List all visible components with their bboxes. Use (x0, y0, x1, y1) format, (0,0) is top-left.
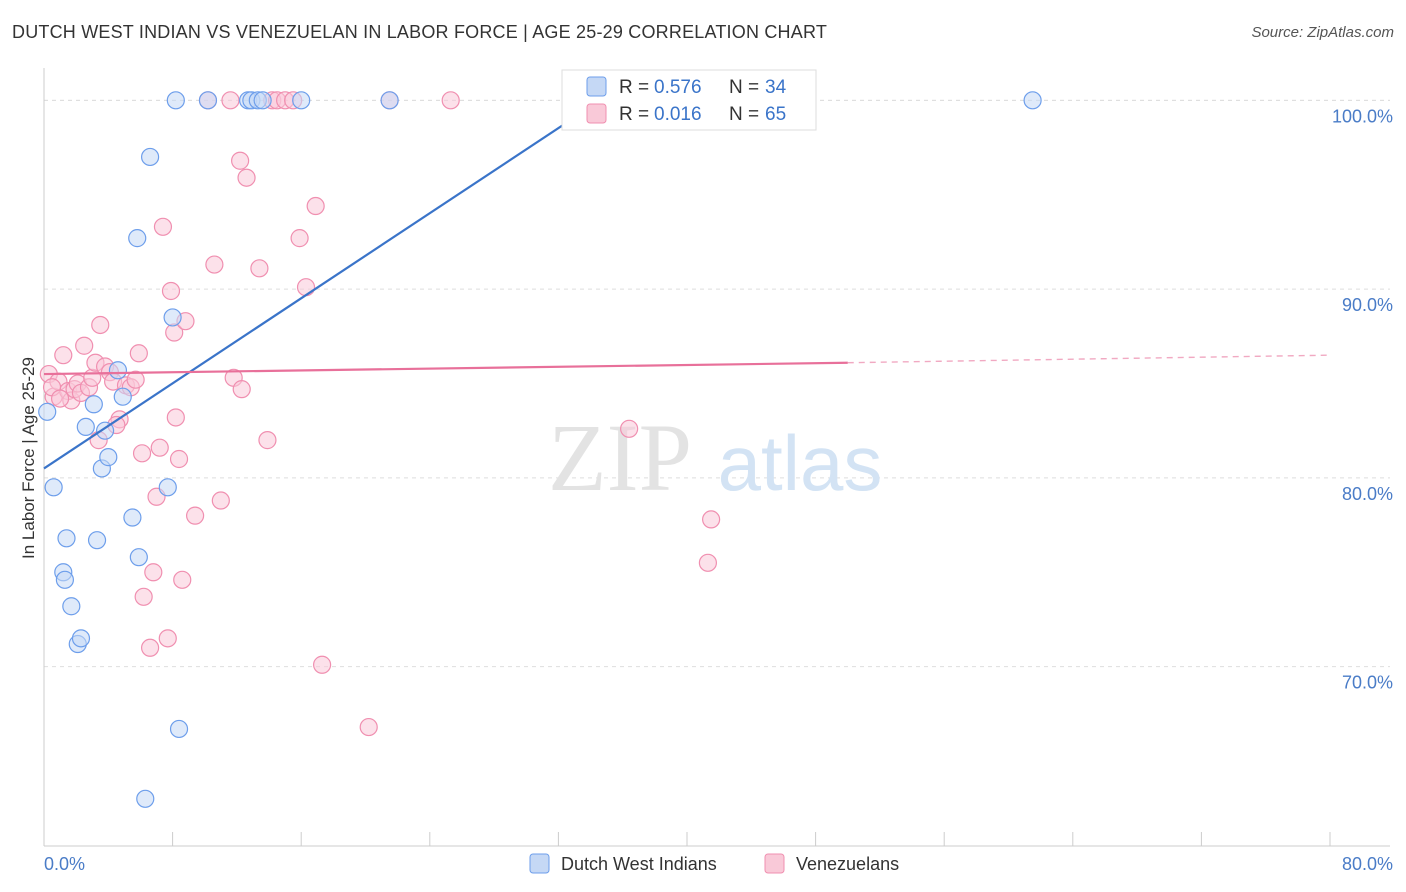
legend-bottom-label-dutch: Dutch West Indians (561, 854, 717, 874)
point-venezuelan (150, 438, 169, 457)
point-venezuelan (702, 510, 721, 529)
point-venezuelan (211, 491, 230, 510)
point-dutch-west-indian (57, 529, 76, 548)
point-venezuelan (186, 506, 205, 525)
point-venezuelan (290, 229, 309, 248)
point-venezuelan (296, 278, 316, 297)
point-dutch-west-indian (87, 531, 107, 550)
legend-r-label-1: R = (619, 77, 649, 98)
point-dutch-west-indian (380, 91, 399, 110)
point-dutch-west-indian (128, 229, 147, 248)
point-dutch-west-indian (108, 361, 128, 380)
legend-swatch-dutch (586, 76, 607, 97)
point-dutch-west-indian (113, 387, 132, 406)
point-venezuelan (221, 91, 240, 110)
legend-swatch-venezuelans (586, 103, 607, 124)
trend-lines (43, 89, 1331, 470)
point-venezuelan (250, 259, 269, 278)
point-venezuelan (232, 380, 251, 399)
point-dutch-west-indian (76, 417, 95, 437)
point-venezuelan (54, 346, 73, 365)
point-dutch-west-indian (158, 478, 177, 497)
y-tick-label: 90.0% (1342, 295, 1393, 315)
point-venezuelan (129, 344, 148, 363)
stats-legend: R = 0.576 N = 34 R = 0.016 N = 65 (561, 69, 817, 131)
trend-line-dutch (43, 89, 616, 470)
y-tick-label: 70.0% (1342, 673, 1393, 693)
point-dutch-west-indian (253, 91, 272, 110)
point-dutch-west-indian (38, 402, 57, 421)
point-dutch-west-indian (292, 91, 311, 110)
legend-r-label-2: R = (619, 104, 649, 125)
point-venezuelan (153, 217, 173, 236)
series-dutch-west-indians (38, 91, 1042, 808)
legend-n-value-2: 65 (765, 104, 786, 125)
point-venezuelan (75, 336, 94, 355)
point-dutch-west-indian (129, 548, 148, 567)
legend-bottom-label-venezuelans: Venezuelans (796, 854, 899, 874)
point-dutch-west-indian (62, 597, 81, 616)
point-dutch-west-indian (44, 478, 63, 497)
y-tick-label: 80.0% (1342, 484, 1393, 504)
axes (43, 68, 1390, 847)
point-venezuelan (140, 638, 160, 657)
point-venezuelan (126, 370, 145, 389)
point-venezuelan (359, 717, 378, 737)
trend-line-venezuelans (43, 361, 848, 376)
trend-line-venezuelans-extension (847, 354, 1331, 364)
legend-bottom-swatch-venezuelans (764, 853, 785, 874)
point-venezuelan (620, 419, 639, 438)
series-legend: Dutch West Indians Venezuelans (529, 853, 899, 874)
point-dutch-west-indian (163, 308, 182, 327)
x-tick-label-left: 0.0% (44, 854, 85, 874)
point-venezuelan (91, 315, 110, 335)
point-dutch-west-indian (55, 570, 74, 589)
legend-r-value-2: 0.016 (654, 104, 702, 125)
point-dutch-west-indian (169, 719, 189, 739)
point-dutch-west-indian (99, 448, 118, 467)
point-dutch-west-indian (136, 789, 155, 808)
point-dutch-west-indian (84, 395, 103, 414)
point-venezuelan (231, 151, 250, 170)
point-dutch-west-indian (1023, 91, 1042, 110)
point-venezuelan (158, 629, 177, 648)
source-label: Source: ZipAtlas.com (1251, 24, 1394, 41)
point-dutch-west-indian (123, 508, 142, 527)
point-dutch-west-indian (71, 629, 91, 648)
point-venezuelan (312, 655, 332, 674)
watermark: ZIP atlas (548, 404, 882, 511)
point-dutch-west-indian (198, 91, 218, 110)
x-tick-label-right: 80.0% (1342, 854, 1393, 874)
legend-bottom-swatch-dutch (529, 853, 550, 874)
point-venezuelan (166, 408, 185, 427)
point-venezuelan (441, 91, 460, 110)
point-venezuelan (134, 587, 153, 606)
y-axis-label: In Labor Force | Age 25-29 (19, 357, 38, 559)
point-venezuelan (306, 196, 325, 216)
watermark-atlas: atlas (718, 419, 883, 507)
legend-n-label-2: N = (729, 104, 759, 125)
legend-r-value-1: 0.576 (654, 77, 702, 98)
point-venezuelan (205, 255, 224, 274)
point-venezuelan (50, 389, 70, 408)
y-tick-label: 100.0% (1332, 106, 1393, 126)
point-venezuelan (161, 281, 181, 301)
point-dutch-west-indian (140, 147, 160, 167)
watermark-zip: ZIP (548, 404, 692, 511)
chart-title: DUTCH WEST INDIAN VS VENEZUELAN IN LABOR… (12, 22, 828, 42)
legend-n-value-1: 34 (765, 77, 787, 98)
point-venezuelan (144, 563, 163, 582)
point-venezuelan (698, 553, 717, 572)
point-venezuelan (169, 449, 189, 469)
y-tick-labels: 70.0% 80.0% 90.0% 100.0% (1332, 106, 1393, 692)
point-venezuelan (173, 570, 192, 589)
point-venezuelan (258, 431, 277, 450)
point-venezuelan (132, 444, 152, 463)
point-dutch-west-indian (166, 91, 185, 110)
legend-n-label-1: N = (729, 77, 759, 98)
point-venezuelan (237, 168, 256, 187)
